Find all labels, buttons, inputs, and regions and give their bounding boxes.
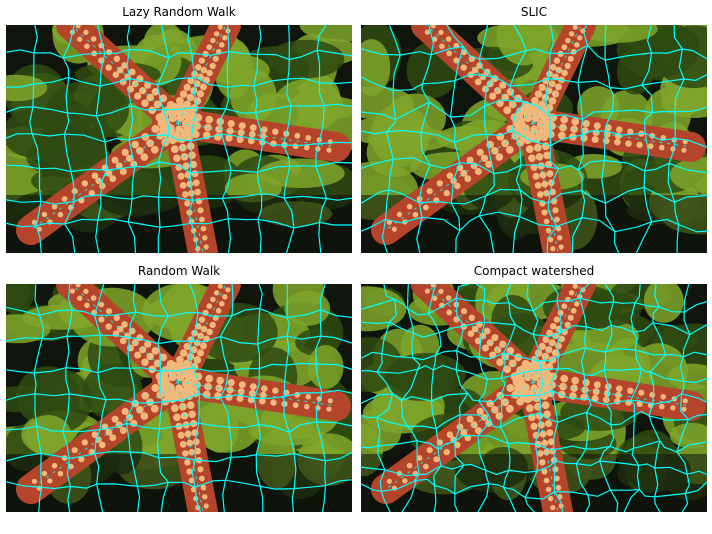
- panel-title: Lazy Random Walk: [122, 5, 236, 19]
- panel-lazy-random-walk: Lazy Random Walk: [6, 3, 352, 253]
- panel-slic: SLIC: [361, 3, 707, 253]
- segmentation-image: [6, 25, 352, 253]
- superpixel-boundaries: [6, 284, 352, 512]
- segmentation-image: [6, 284, 352, 512]
- superpixel-boundaries: [6, 25, 352, 253]
- panel-title: Random Walk: [137, 264, 221, 278]
- segmentation-image: [361, 284, 707, 512]
- panel-title: Compact watershed: [473, 264, 595, 278]
- panel-compact-watershed: Compact watershed: [361, 262, 707, 512]
- panel-title: SLIC: [520, 5, 548, 19]
- segmentation-image: [361, 25, 707, 253]
- superpixel-boundaries: [361, 284, 707, 512]
- superpixel-boundaries: [361, 25, 707, 253]
- panel-random-walk: Random Walk: [6, 262, 352, 512]
